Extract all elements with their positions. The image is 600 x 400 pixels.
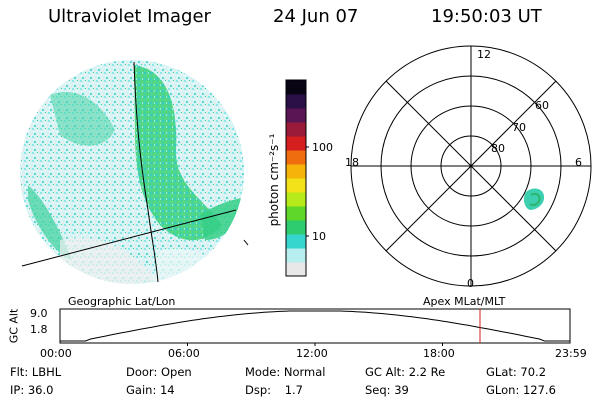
ip-field: IP: 36.0 (10, 383, 53, 397)
altitude-timeline (59, 308, 571, 346)
mode-value: Normal (283, 365, 326, 379)
dsp-field: Dsp: 1.7 (245, 383, 303, 397)
colorbar-tick-100: 100 (312, 141, 333, 154)
flt-field: Flt: LBHL (10, 365, 61, 379)
colorbar-unit-label: photon cm⁻²s⁻¹ (267, 133, 281, 227)
timeline-xtick-2359: 23:59 (555, 347, 587, 360)
mode-label: Mode: (245, 365, 281, 379)
colorbar-cell (286, 108, 306, 123)
colorbar-tick-10: 10 (312, 230, 326, 243)
seq-field: Seq: 39 (365, 383, 409, 397)
gain-field: Gain: 14 (126, 383, 175, 397)
glon-value: 127.6 (522, 383, 556, 397)
timeline-ytick-max: 9.0 (30, 307, 48, 320)
image-date: 24 Jun 07 (273, 6, 359, 27)
timeline-ytick-min: 1.8 (30, 323, 48, 336)
dsp-value: 1.7 (284, 383, 303, 397)
glon-label: GLon: (486, 383, 520, 397)
dsp-label: Dsp: (245, 383, 272, 397)
door-value: Open (160, 365, 192, 379)
flt-value: LBHL (31, 365, 62, 379)
mlat-label-60: 60 (535, 99, 549, 112)
colorbar-cell (286, 206, 306, 221)
glat-value: 70.2 (520, 365, 547, 379)
color-scale-bar (285, 79, 309, 277)
colorbar-cell (286, 178, 306, 193)
colorbar-cell (286, 150, 306, 165)
glat-label: GLat: (486, 365, 517, 379)
timeline-xtick-1200: 12:00 (296, 347, 328, 360)
instrument-title: Ultraviolet Imager (48, 6, 211, 27)
colorbar-cell (286, 262, 306, 277)
mlt-label-0: 0 (467, 277, 474, 290)
colorbar-cell (286, 164, 306, 179)
colorbar-cell (286, 94, 306, 109)
gain-value: 14 (159, 383, 175, 397)
colorbar-cell (286, 192, 306, 207)
glat-field: GLat: 70.2 (486, 365, 546, 379)
mode-field: Mode: Normal (245, 365, 325, 379)
gc-alt-label: GC Alt: (365, 365, 406, 379)
seq-value: 39 (394, 383, 409, 397)
seq-label: Seq: (365, 383, 391, 397)
colorbar-cell (286, 220, 306, 235)
mlt-label-18: 18 (345, 156, 359, 169)
timeline-xtick-0600: 06:00 (168, 347, 200, 360)
flt-label: Flt: (10, 365, 29, 379)
colorbar-cell (286, 248, 306, 263)
mlt-label-6: 6 (575, 156, 582, 169)
timeline-xtick-1800: 18:00 (423, 347, 455, 360)
mlat-label-70: 70 (512, 121, 526, 134)
timeline-left-caption: Geographic Lat/Lon (68, 295, 176, 308)
timeline-xtick-0000: 00:00 (40, 347, 72, 360)
door-field: Door: Open (126, 365, 192, 379)
colorbar-cell (286, 122, 306, 137)
ip-value: 36.0 (27, 383, 54, 397)
timeline-axis-title: GC Alt (7, 308, 21, 344)
colorbar-cell (286, 234, 306, 249)
colorbar-cell (286, 136, 306, 151)
colorbar-cell (286, 80, 306, 95)
gain-label: Gain: (126, 383, 157, 397)
polar-plot (350, 45, 592, 287)
glon-field: GLon: 127.6 (486, 383, 556, 397)
mlt-label-12: 12 (477, 48, 491, 61)
gc-alt-field: GC Alt: 2.2 Re (365, 365, 445, 379)
ip-label: IP: (10, 383, 25, 397)
door-label: Door: (126, 365, 158, 379)
gc-alt-value: 2.2 Re (408, 365, 446, 379)
auroral-image (20, 60, 249, 284)
timeline-right-caption: Apex MLat/MLT (423, 295, 506, 308)
mlat-label-80: 80 (491, 142, 505, 155)
image-time: 19:50:03 UT (431, 6, 542, 27)
